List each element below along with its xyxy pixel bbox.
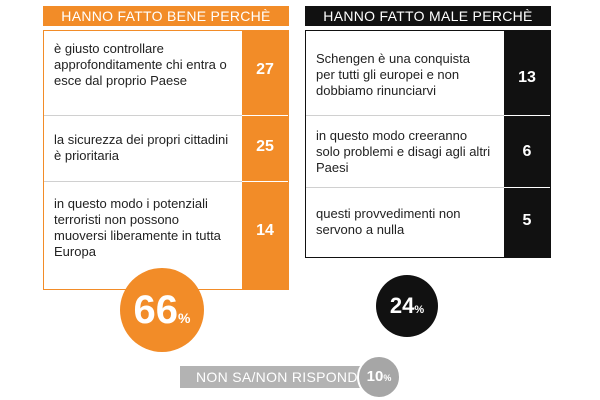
row-label: la sicurezza dei propri cittadini è prio…: [54, 132, 229, 163]
row-value: 25: [256, 138, 274, 155]
table-row: in questo modo creeranno solo problemi e…: [306, 116, 550, 187]
value-strip-male: [504, 31, 550, 257]
row-value: 27: [256, 61, 274, 78]
total-value-male: 24: [389, 293, 415, 318]
table-row: questi provvedimenti non servono a nulla…: [306, 188, 550, 257]
table-row: la sicurezza dei propri cittadini è prio…: [44, 116, 288, 181]
row-divider: [306, 115, 550, 116]
row-value: 5: [522, 212, 532, 229]
no-answer-label: NON SA/NON RISPONDE:: [196, 369, 372, 385]
row-label: Schengen è una conquista per tutti gli e…: [316, 51, 470, 98]
total-unit-bene: %: [178, 310, 191, 326]
table-row: Schengen è una conquista per tutti gli e…: [306, 31, 550, 115]
panel-body-male: Schengen è una conquista per tutti gli e…: [305, 30, 551, 258]
row-divider: [306, 187, 550, 188]
row-divider: [44, 181, 288, 182]
row-divider: [504, 187, 550, 188]
no-answer-unit: %: [383, 373, 392, 383]
table-row: è giusto controllare approfonditamente c…: [44, 31, 288, 115]
row-label: è giusto controllare approfonditamente c…: [54, 41, 227, 88]
row-divider: [242, 181, 288, 182]
total-circle-bene: 66%: [120, 268, 204, 352]
row-label: questi provvedimenti non servono a nulla: [316, 206, 461, 237]
row-divider: [242, 115, 288, 116]
panel-hanno-fatto-male: HANNO FATTO MALE PERCHÈ Schengen è una c…: [305, 6, 551, 258]
row-divider: [504, 115, 550, 116]
row-divider: [44, 115, 288, 116]
table-row: in questo modo i potenziali terroristi n…: [44, 182, 288, 289]
panel-body-bene: è giusto controllare approfonditamente c…: [43, 30, 289, 290]
total-circle-male: 24%: [376, 275, 438, 337]
no-answer-circle: 10%: [357, 355, 401, 399]
row-label: in questo modo creeranno solo problemi e…: [316, 128, 491, 175]
row-value: 14: [256, 222, 274, 239]
panel-hanno-fatto-bene: HANNO FATTO BENE PERCHÈ è giusto control…: [43, 6, 289, 290]
row-label: in questo modo i potenziali terroristi n…: [54, 196, 221, 259]
total-unit-male: %: [414, 304, 425, 316]
value-strip-bene: [242, 31, 288, 289]
total-value-bene: 66: [133, 288, 179, 332]
row-value: 6: [522, 143, 532, 160]
panel-title-male: HANNO FATTO MALE PERCHÈ: [305, 6, 551, 26]
row-value: 13: [518, 69, 536, 86]
panel-title-bene: HANNO FATTO BENE PERCHÈ: [43, 6, 289, 26]
no-answer-value: 10: [366, 368, 384, 385]
no-answer-bar: NON SA/NON RISPONDE:: [180, 366, 372, 388]
